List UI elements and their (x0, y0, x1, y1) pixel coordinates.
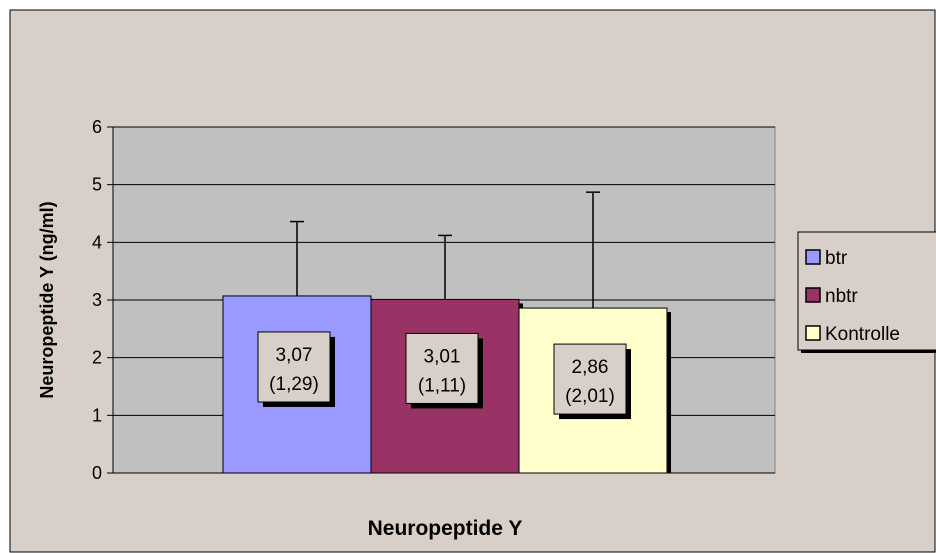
legend-swatch (805, 325, 821, 341)
data-label-sd: (2,01) (565, 386, 615, 407)
y-tick-label: 1 (92, 405, 102, 425)
y-tick-label: 3 (92, 290, 102, 310)
data-label-sd: (1,11) (418, 375, 466, 396)
legend-entry: btr (825, 248, 848, 269)
legend-entry: nbtr (825, 286, 858, 307)
data-label-box (553, 343, 627, 415)
data-label-value: 2,86 (572, 357, 609, 378)
y-tick-label: 4 (92, 232, 102, 252)
legend-swatch (805, 249, 821, 265)
y-tick-label: 2 (92, 348, 102, 368)
data-label-value: 3,07 (276, 345, 313, 366)
data-label-box (257, 331, 331, 403)
y-tick-label: 5 (92, 175, 102, 195)
data-label-box (405, 332, 479, 404)
legend-entry: Kontrolle (825, 324, 900, 345)
y-tick-label: 6 (92, 117, 102, 137)
data-label-sd: (1,29) (269, 374, 319, 395)
y-axis-label: Neuropeptide Y (ng/ml) (37, 201, 57, 398)
x-axis-label: Neuropeptide Y (368, 517, 523, 540)
legend-swatch (805, 287, 821, 303)
data-label-value: 3,01 (424, 346, 461, 367)
legend (797, 231, 936, 351)
y-tick-label: 0 (92, 463, 102, 483)
